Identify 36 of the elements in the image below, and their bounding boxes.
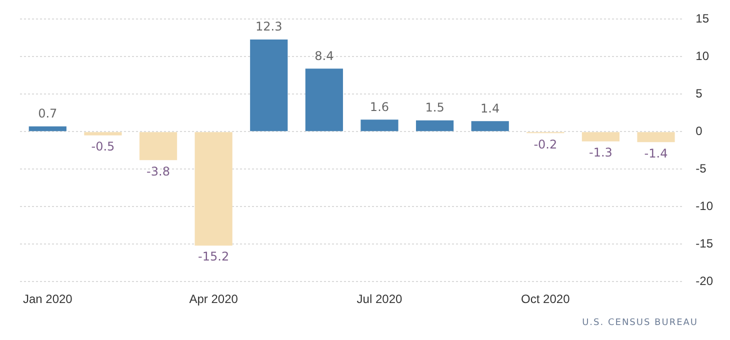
data-label: 1.4 <box>480 101 500 116</box>
y-tick-label: -10 <box>696 198 714 213</box>
data-label: -3.8 <box>146 164 170 178</box>
bar <box>637 132 675 142</box>
data-label: -0.2 <box>534 137 558 152</box>
data-label: 0.7 <box>38 106 58 121</box>
y-tick-label: 5 <box>696 86 703 100</box>
bar <box>305 68 343 132</box>
data-label: 1.6 <box>370 100 390 114</box>
data-label: 1.5 <box>425 100 444 115</box>
bar <box>84 132 122 136</box>
x-tick-label: Jan 2020 <box>22 292 73 306</box>
data-label: 8.4 <box>314 48 334 63</box>
x-tick-label: Apr 2020 <box>189 292 238 306</box>
data-label: -15.2 <box>198 250 230 264</box>
bar <box>250 39 288 132</box>
y-tick-label: -5 <box>696 161 707 176</box>
bar <box>194 132 232 246</box>
data-label: -1.4 <box>644 146 668 160</box>
bar <box>582 132 620 142</box>
x-tick-label: Jul 2020 <box>356 292 402 306</box>
text: U.S. CENSUS BUREAU <box>582 318 698 328</box>
bar <box>416 120 454 132</box>
x-tick-label: Oct 2020 <box>521 292 570 306</box>
data-label: 12.3 <box>256 20 282 34</box>
y-tick-label: -15 <box>696 236 714 250</box>
y-tick-label: 10 <box>696 49 710 63</box>
y-tick-label: 15 <box>696 12 710 26</box>
y-tick-label: -20 <box>696 274 714 288</box>
bar <box>28 126 66 132</box>
data-label: -0.5 <box>91 140 115 154</box>
bar <box>360 120 398 132</box>
bar <box>471 121 509 132</box>
y-tick-label: 0 <box>696 124 703 138</box>
bar <box>139 132 178 160</box>
data-label: -1.3 <box>588 146 612 160</box>
